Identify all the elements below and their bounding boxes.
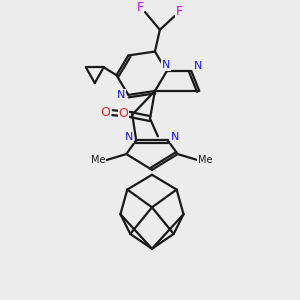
Text: N: N bbox=[117, 90, 126, 100]
Text: N: N bbox=[162, 60, 170, 70]
Text: Me: Me bbox=[198, 155, 212, 165]
Text: Me: Me bbox=[92, 155, 106, 165]
Text: N: N bbox=[194, 61, 202, 71]
Text: F: F bbox=[176, 4, 183, 18]
Text: O: O bbox=[101, 106, 111, 119]
Text: O: O bbox=[118, 107, 128, 120]
Text: N: N bbox=[125, 132, 134, 142]
Text: F: F bbox=[136, 1, 144, 13]
Text: N: N bbox=[170, 132, 179, 142]
